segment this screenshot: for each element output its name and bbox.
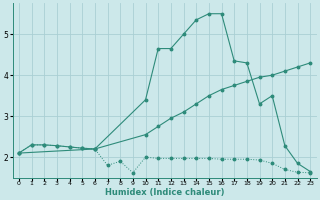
X-axis label: Humidex (Indice chaleur): Humidex (Indice chaleur) [105, 188, 224, 197]
